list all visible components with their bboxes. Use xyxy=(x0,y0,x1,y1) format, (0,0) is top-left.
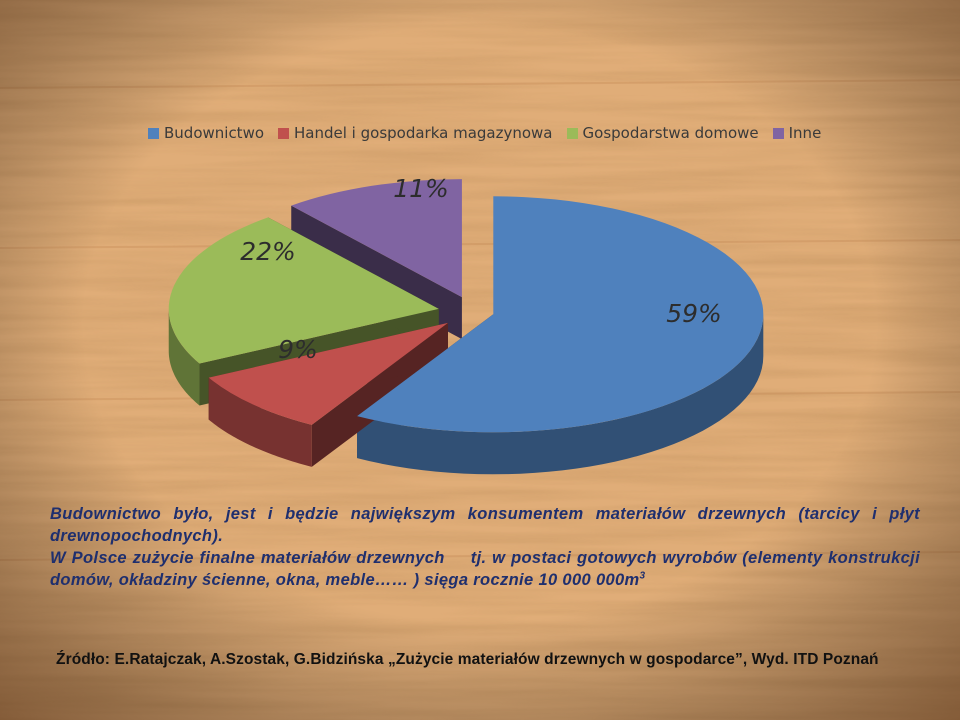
legend-label: Budownictwo xyxy=(164,124,265,142)
legend-label: Handel i gospodarka magazynowa xyxy=(294,124,553,142)
legend-item: Gospodarstwa domowe xyxy=(566,124,759,142)
pie-slice xyxy=(291,179,462,298)
legend-swatch xyxy=(278,127,290,139)
legend-swatch xyxy=(566,127,578,139)
legend-item: Budownictwo xyxy=(148,124,264,142)
pie-slice xyxy=(357,196,764,433)
legend-swatch xyxy=(148,127,159,139)
description-line-2: W Polsce zużycie finalne materiałów drze… xyxy=(50,547,920,591)
pie-data-label: 11% xyxy=(393,174,449,203)
description-line-2b: tj. w postaci gotowych wyrobów (elementy… xyxy=(50,549,920,589)
pie-slice xyxy=(168,217,439,364)
legend-label: Inne xyxy=(788,124,822,142)
pie-slice xyxy=(208,322,448,425)
legend-swatch xyxy=(772,127,784,139)
pie-slice-wall xyxy=(357,314,764,475)
pie-slice-wall xyxy=(168,308,200,406)
legend-item: Inne xyxy=(772,124,822,142)
pie-data-label: 9% xyxy=(278,335,318,364)
source-citation: Źródło: E.Ratajczak, A.Szostak, G.Bidziń… xyxy=(56,651,879,668)
pie-data-label: 59% xyxy=(666,299,722,328)
description-line-1: Budownictwo było, jest i będzie najwięks… xyxy=(50,505,920,545)
pie-data-label: 22% xyxy=(240,237,296,266)
chart-legend: Budownictwo Handel i gospodarka magazynow… xyxy=(148,124,821,142)
pie-slice-wall xyxy=(208,377,312,467)
legend-label: Gospodarstwa domowe xyxy=(582,124,759,142)
legend-item: Handel i gospodarka magazynowa xyxy=(278,124,553,142)
description: Budownictwo było, jest i będzie najwięks… xyxy=(50,503,920,591)
description-line-2a: W Polsce zużycie finalne materiałów drze… xyxy=(50,549,445,567)
description-superscript: 3 xyxy=(639,570,646,582)
